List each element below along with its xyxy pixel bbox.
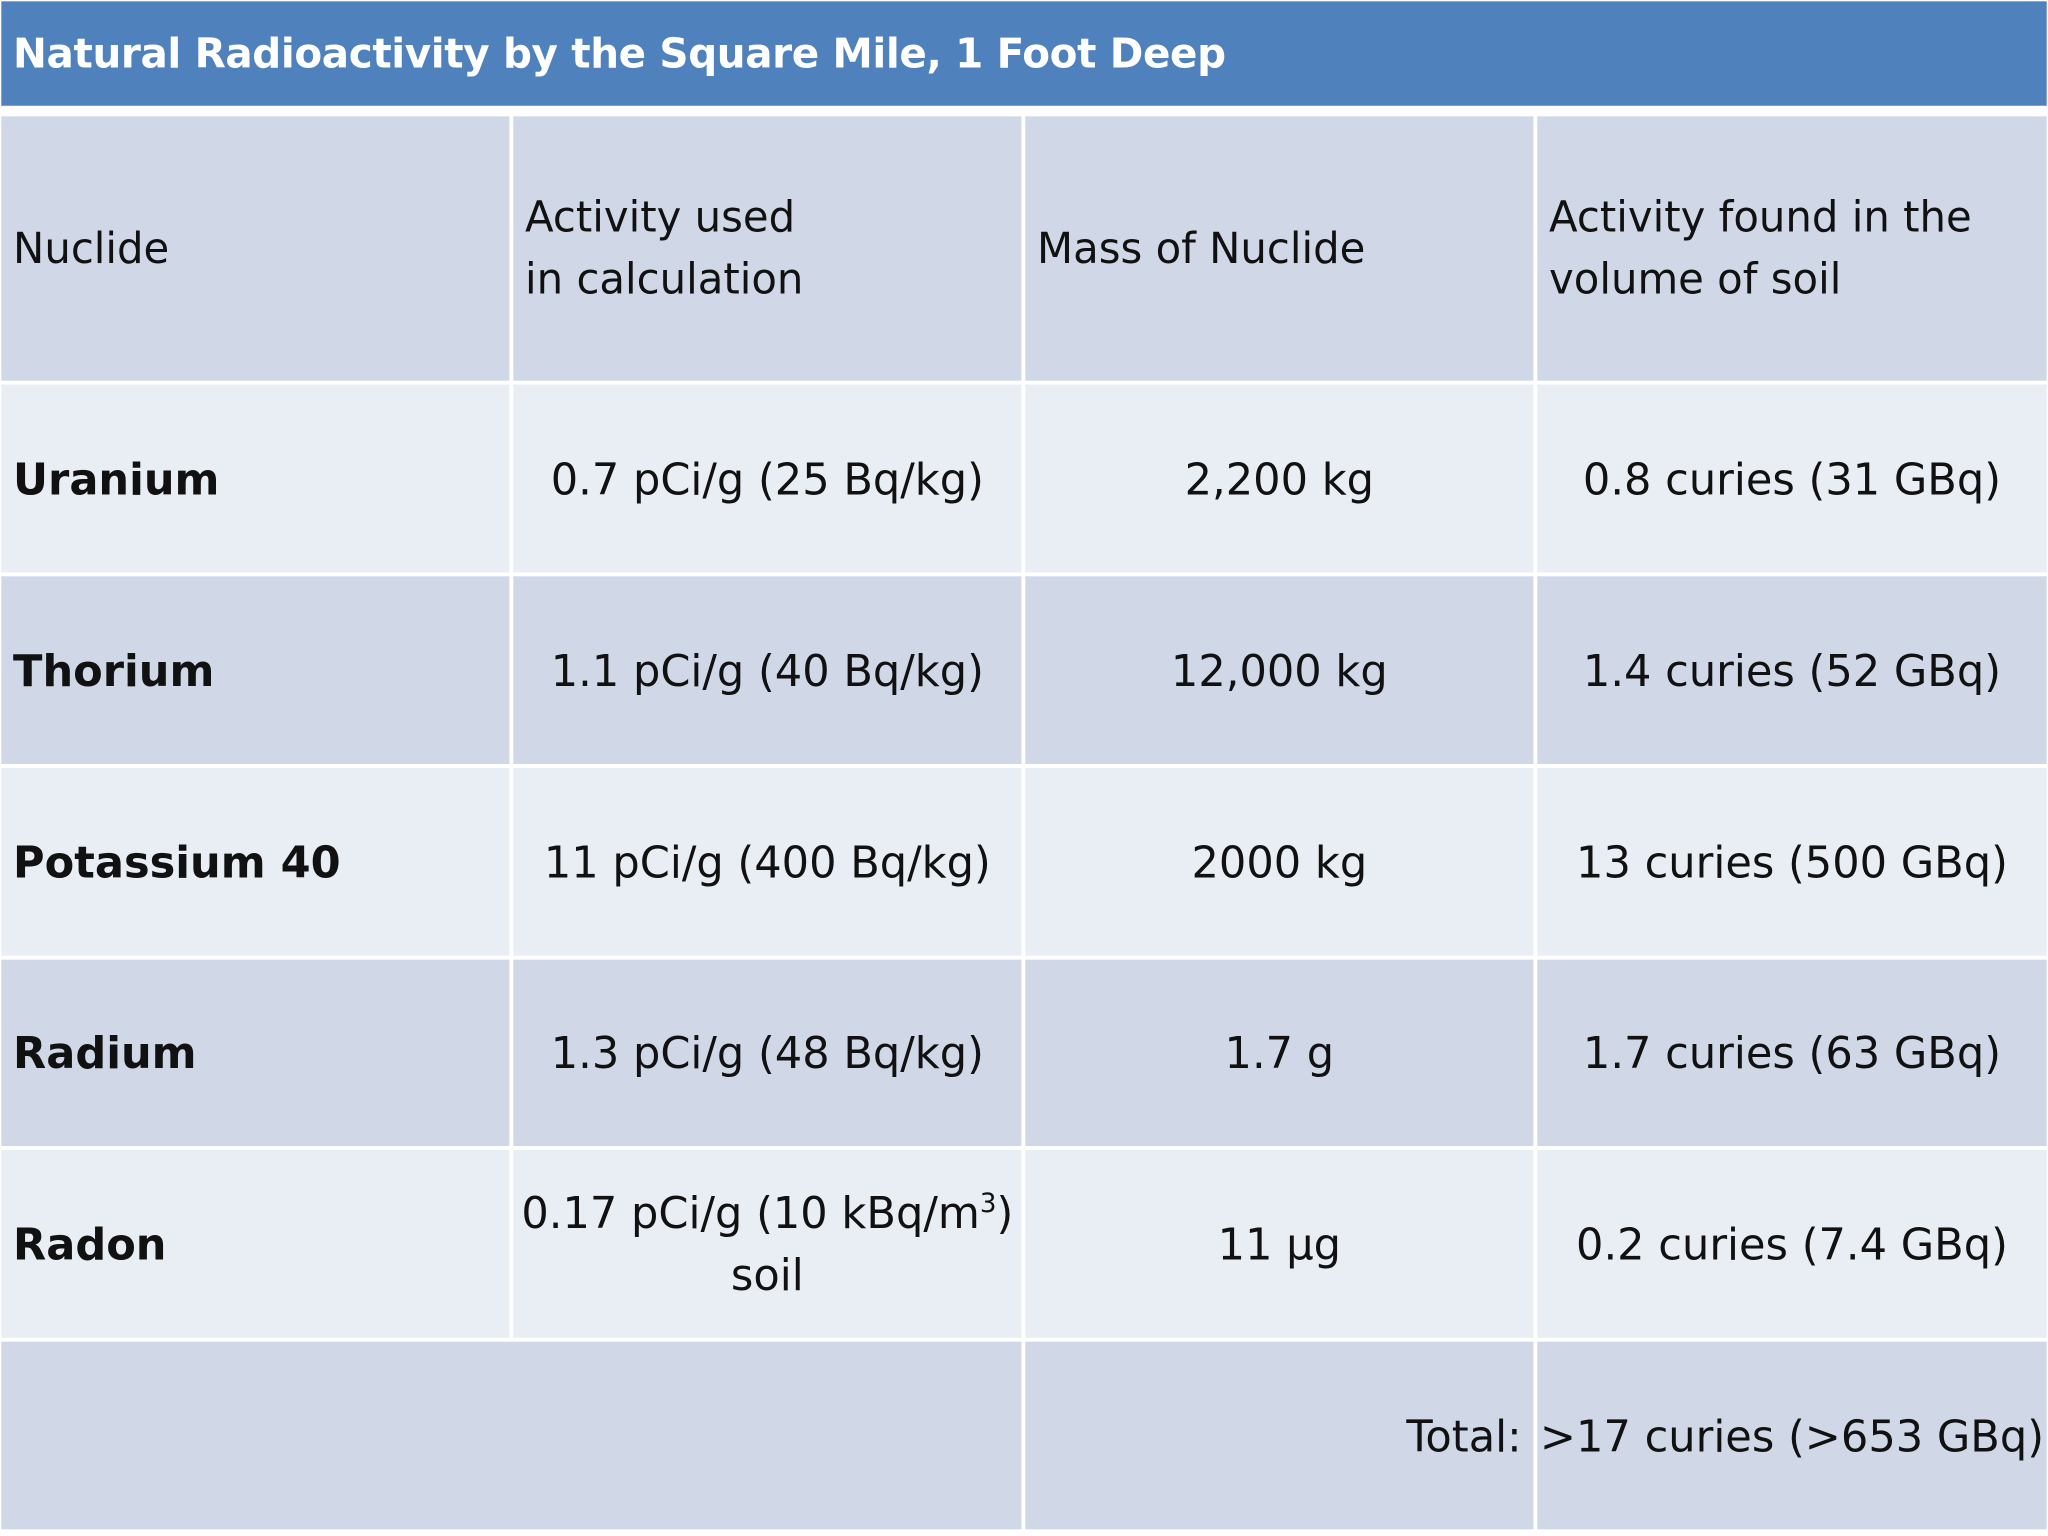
header-activity-line1: Activity used: [525, 191, 796, 242]
table-row-radon-activity: 0.17 pCi/g (10 kBq/m3) soil: [513, 1150, 1022, 1338]
slide-title: Natural Radioactivity by the Square Mile…: [13, 29, 1226, 78]
table-row-radon-found: 0.2 curies (7.4 GBq): [1537, 1150, 2047, 1338]
activity-value: 11 pCi/g (400 Bq/kg): [543, 836, 991, 888]
header-activity: Activity used in calculation: [513, 116, 1022, 381]
table-row-thorium-mass: 12,000 kg: [1025, 576, 1534, 765]
activity-value: 1.1 pCi/g (40 Bq/kg): [550, 644, 984, 696]
table-row-radon-nuclide: Radon: [1, 1150, 510, 1338]
total-value-cell: >17 curies (>653 GBq): [1537, 1341, 2047, 1530]
activity-value-line1: 0.17 pCi/g (10 kBq/m3): [521, 1182, 1013, 1244]
total-value: >17 curies (>653 GBq): [1539, 1409, 2045, 1462]
table-row-uranium-mass: 2,200 kg: [1025, 384, 1534, 573]
table-row-radon-mass: 11 µg: [1025, 1150, 1534, 1338]
activity-value: 0.7 pCi/g (25 Bq/kg): [550, 452, 984, 505]
nuclide-name: Radon: [13, 1218, 167, 1270]
total-label-cell: Total:: [1025, 1341, 1534, 1530]
header-nuclide: Nuclide: [1, 116, 510, 381]
found-value: 13 curies (500 GBq): [1576, 836, 2008, 888]
table-row-uranium-activity: 0.7 pCi/g (25 Bq/kg): [513, 384, 1022, 573]
table-row-thorium-found: 1.4 curies (52 GBq): [1537, 576, 2047, 765]
total-label: Total:: [1406, 1409, 1522, 1462]
table-row-potassium-activity: 11 pCi/g (400 Bq/kg): [513, 767, 1022, 956]
header-found-line2: volume of soil: [1549, 253, 1842, 305]
table-row-potassium-nuclide: Potassium 40: [1, 767, 510, 956]
nuclide-name: Radium: [13, 1027, 197, 1079]
header-activity-line2: in calculation: [525, 253, 804, 305]
mass-value: 2,200 kg: [1184, 452, 1375, 505]
activity-value-pre: 0.17 pCi/g (10 kBq/m: [521, 1187, 980, 1239]
mass-value: 12,000 kg: [1170, 644, 1388, 696]
nuclide-name: Uranium: [13, 452, 220, 505]
table-row-thorium-nuclide: Thorium: [1, 576, 510, 765]
found-value: 1.4 curies (52 GBq): [1582, 644, 2002, 696]
found-value: 0.2 curies (7.4 GBq): [1576, 1218, 2008, 1270]
table-row-thorium-activity: 1.1 pCi/g (40 Bq/kg): [513, 576, 1022, 765]
table-row-radium-activity: 1.3 pCi/g (48 Bq/kg): [513, 959, 1022, 1147]
superscript-exponent: 3: [979, 1187, 997, 1219]
header-found-line1: Activity found in the: [1549, 191, 1972, 242]
table-row-uranium-nuclide: Uranium: [1, 384, 510, 573]
table-row-radium-mass: 1.7 g: [1025, 959, 1534, 1147]
header-mass: Mass of Nuclide: [1025, 116, 1534, 381]
activity-value: 1.3 pCi/g (48 Bq/kg): [550, 1027, 984, 1079]
nuclide-name: Thorium: [13, 644, 215, 696]
table-row-radium-found: 1.7 curies (63 GBq): [1537, 959, 2047, 1147]
activity-value-line2: soil: [730, 1249, 804, 1301]
header-found: Activity found in the volume of soil: [1537, 116, 2047, 381]
table-row-uranium-found: 0.8 curies (31 GBq): [1537, 384, 2047, 573]
header-nuclide-label: Nuclide: [13, 222, 170, 273]
table-row-potassium-found: 13 curies (500 GBq): [1537, 767, 2047, 956]
nuclide-name: Potassium 40: [13, 836, 341, 888]
mass-value: 1.7 g: [1224, 1027, 1335, 1079]
title-bar: Natural Radioactivity by the Square Mile…: [1, 1, 2047, 106]
mass-value: 2000 kg: [1191, 836, 1368, 888]
table-row-radium-nuclide: Radium: [1, 959, 510, 1147]
activity-value-post: ): [996, 1187, 1014, 1239]
mass-value: 11 µg: [1217, 1218, 1342, 1270]
table-row-potassium-mass: 2000 kg: [1025, 767, 1534, 956]
total-row-empty: [1, 1341, 1022, 1530]
found-value: 1.7 curies (63 GBq): [1582, 1027, 2002, 1079]
found-value: 0.8 curies (31 GBq): [1582, 452, 2002, 505]
header-mass-label: Mass of Nuclide: [1037, 222, 1366, 273]
